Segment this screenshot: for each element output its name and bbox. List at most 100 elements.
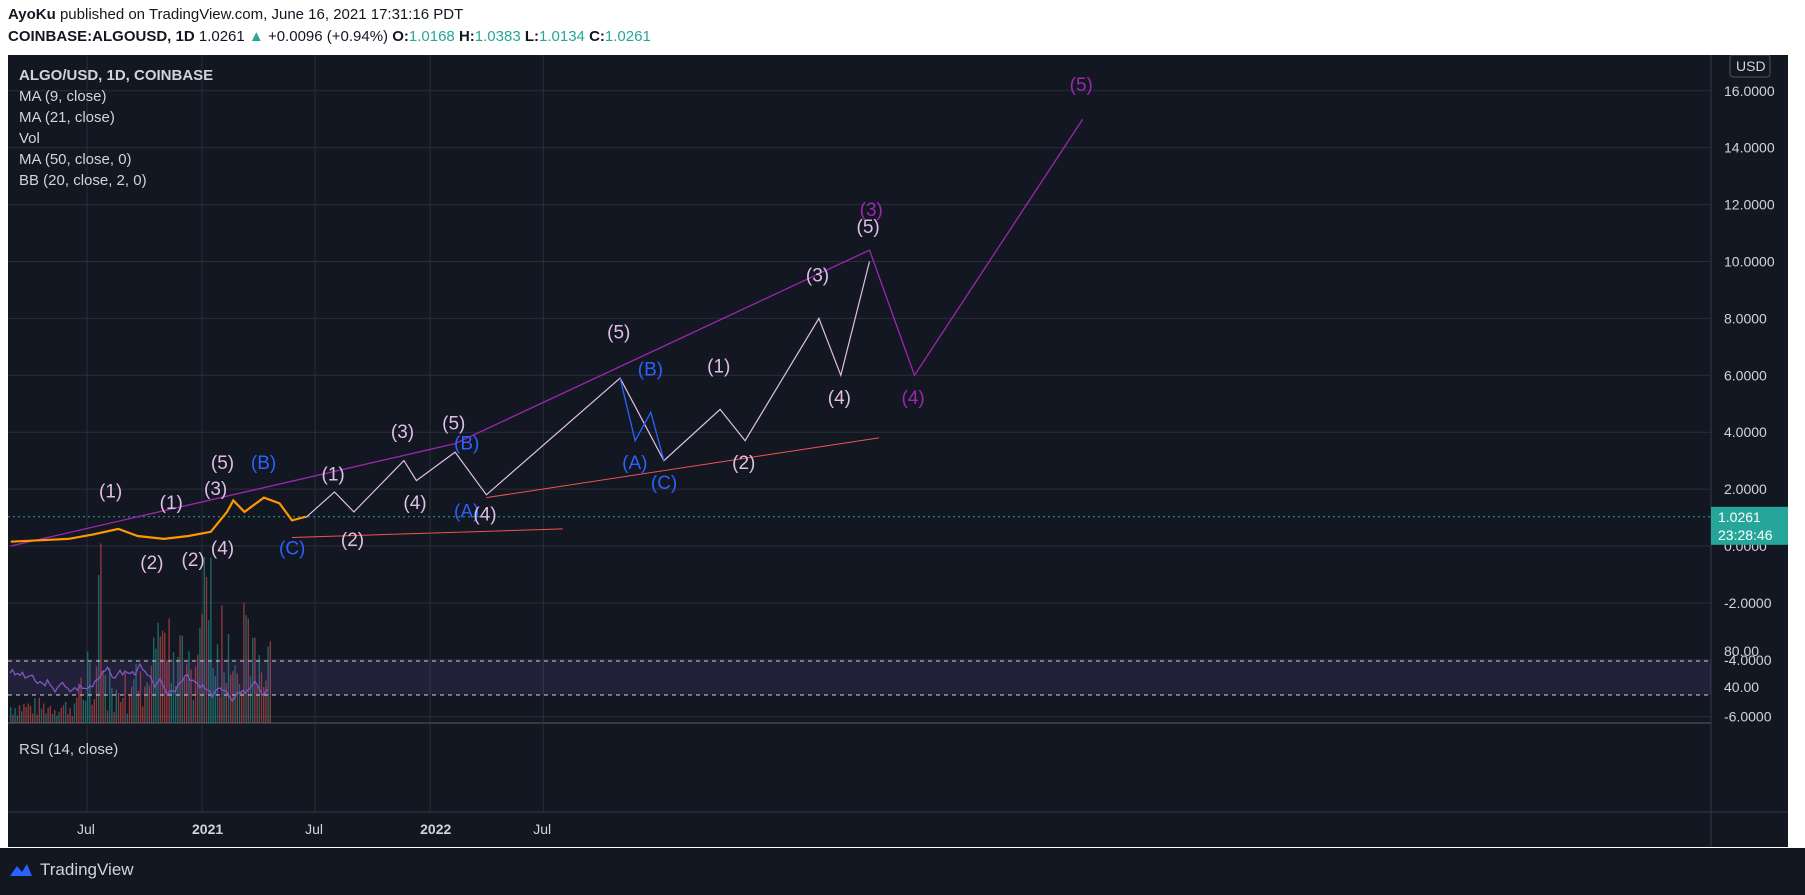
price-tick-label: 4.0000 bbox=[1724, 424, 1767, 440]
wave-label: (2) bbox=[341, 530, 364, 551]
wave-label: (B) bbox=[454, 433, 479, 454]
wave-label: (2) bbox=[140, 553, 163, 574]
last-price: 1.0261 bbox=[198, 28, 245, 45]
volume-bar bbox=[260, 672, 263, 723]
trendline bbox=[486, 437, 879, 499]
legend-symbol: ALGO/USD, 1D, COINBASE bbox=[19, 67, 214, 84]
wave-label: (3) bbox=[391, 422, 414, 443]
wave-label: (3) bbox=[860, 200, 883, 221]
volume-bar bbox=[148, 685, 150, 723]
volume-bar bbox=[115, 689, 117, 723]
wave-label: (4) bbox=[828, 388, 851, 409]
volume-bar bbox=[186, 663, 188, 723]
volume-bar bbox=[146, 682, 148, 723]
volume-bar bbox=[256, 686, 258, 723]
tradingview-logo[interactable]: TradingView bbox=[8, 860, 134, 880]
volume-bar bbox=[67, 714, 69, 723]
volume-bar bbox=[76, 697, 78, 723]
volume-bar bbox=[181, 635, 183, 723]
volume-bar bbox=[91, 704, 93, 723]
volume-bar bbox=[40, 708, 43, 723]
volume-bar bbox=[137, 690, 139, 723]
rsi-legend[interactable]: RSI (14, close) bbox=[19, 741, 119, 758]
volume-bar bbox=[23, 703, 25, 723]
volume-bar bbox=[205, 576, 208, 723]
volume-bar bbox=[234, 665, 236, 723]
volume-bar bbox=[65, 701, 67, 723]
chart-svg[interactable]: (1)(2)(1)(2)(3)(5)(4)(B)(C)(1)(2)(3)(4)(… bbox=[8, 54, 1788, 847]
volume-bar bbox=[236, 673, 238, 723]
volume-bar bbox=[172, 652, 175, 723]
volume-bar bbox=[106, 710, 109, 723]
wave-label: (2) bbox=[182, 550, 205, 571]
volume-bar bbox=[153, 637, 155, 723]
low-label: L: bbox=[524, 28, 540, 45]
price-tick-label: -6.0000 bbox=[1724, 709, 1772, 725]
wave-label: (5) bbox=[211, 453, 234, 474]
legend-study[interactable]: MA (50, close, 0) bbox=[19, 151, 132, 168]
volume-bar bbox=[139, 671, 142, 723]
volume-bar bbox=[238, 684, 241, 723]
volume-bar bbox=[58, 712, 60, 723]
volume-bar bbox=[166, 660, 168, 723]
volume-bar bbox=[21, 711, 23, 723]
volume-bar bbox=[12, 714, 14, 723]
volume-bar bbox=[69, 707, 71, 723]
legend-study[interactable]: Vol bbox=[19, 130, 40, 147]
time-tick-label: Jul bbox=[533, 821, 551, 837]
volume-bar bbox=[227, 633, 230, 723]
time-tick-label: 2022 bbox=[420, 821, 451, 837]
current-price-badge bbox=[1711, 506, 1788, 545]
wave-label: (3) bbox=[204, 479, 227, 500]
volume-bar bbox=[245, 615, 247, 723]
volume-bar bbox=[221, 605, 223, 723]
volume-bar bbox=[179, 635, 181, 723]
price-tick-label: 2.0000 bbox=[1724, 481, 1767, 497]
volume-bar bbox=[89, 662, 91, 723]
wave-label: (4) bbox=[473, 504, 496, 525]
volume-bar bbox=[78, 683, 80, 723]
volume-bar bbox=[126, 713, 128, 723]
volume-bar bbox=[144, 686, 146, 723]
wave-label: (B) bbox=[251, 453, 276, 474]
volume-bar bbox=[100, 543, 102, 723]
volume-bar bbox=[25, 707, 27, 723]
currency-label: USD bbox=[1736, 58, 1766, 74]
volume-bar bbox=[49, 706, 51, 723]
price-change: +0.0096 (+0.94%) bbox=[267, 28, 389, 45]
chart-panel[interactable]: (1) (2) (1) (2) (3) (5) (4) (B) (C) (1) (2) (3) (4)(… bbox=[8, 54, 1788, 847]
legend-study[interactable]: MA (21, close) bbox=[19, 109, 115, 126]
volume-bar bbox=[32, 713, 34, 723]
volume-bar bbox=[93, 699, 95, 723]
author-name[interactable]: AyoKu bbox=[8, 6, 56, 23]
open-value: 1.0168 bbox=[408, 28, 455, 45]
wave-label: (4) bbox=[902, 388, 925, 409]
rsi-line bbox=[9, 662, 268, 703]
volume-bar bbox=[122, 697, 124, 723]
volume-bar bbox=[98, 575, 100, 723]
legend-study[interactable]: BB (20, close, 2, 0) bbox=[19, 172, 147, 189]
volume-bar bbox=[14, 708, 16, 723]
volume-bar bbox=[117, 692, 120, 723]
volume-bar bbox=[249, 676, 252, 723]
high-value: 1.0383 bbox=[474, 28, 521, 45]
blue-abc-line bbox=[619, 377, 665, 461]
wave-label: (4) bbox=[211, 539, 234, 560]
volume-bar bbox=[36, 714, 38, 723]
wave-label: (2) bbox=[732, 453, 755, 474]
wave-label: (5) bbox=[857, 217, 880, 238]
rsi-band-fill bbox=[8, 661, 1711, 695]
volume-bar bbox=[124, 671, 126, 723]
volume-bar bbox=[16, 715, 18, 723]
publish-text: published on TradingView.com, June 16, 2… bbox=[59, 6, 464, 23]
volume-bar bbox=[131, 686, 133, 723]
chart-legend: ALGO/USD, 1D, COINBASE MA (9, close) MA … bbox=[19, 65, 213, 191]
wave-label: (A) bbox=[622, 453, 647, 474]
volume-bar bbox=[109, 667, 111, 723]
price-tick-label: 14.0000 bbox=[1724, 140, 1775, 156]
legend-study[interactable]: MA (9, close) bbox=[19, 88, 107, 105]
volume-bar bbox=[232, 671, 234, 723]
price-tick-label: 16.0000 bbox=[1724, 83, 1775, 99]
volume-bar bbox=[190, 669, 192, 723]
brand-name: TradingView bbox=[40, 860, 134, 879]
